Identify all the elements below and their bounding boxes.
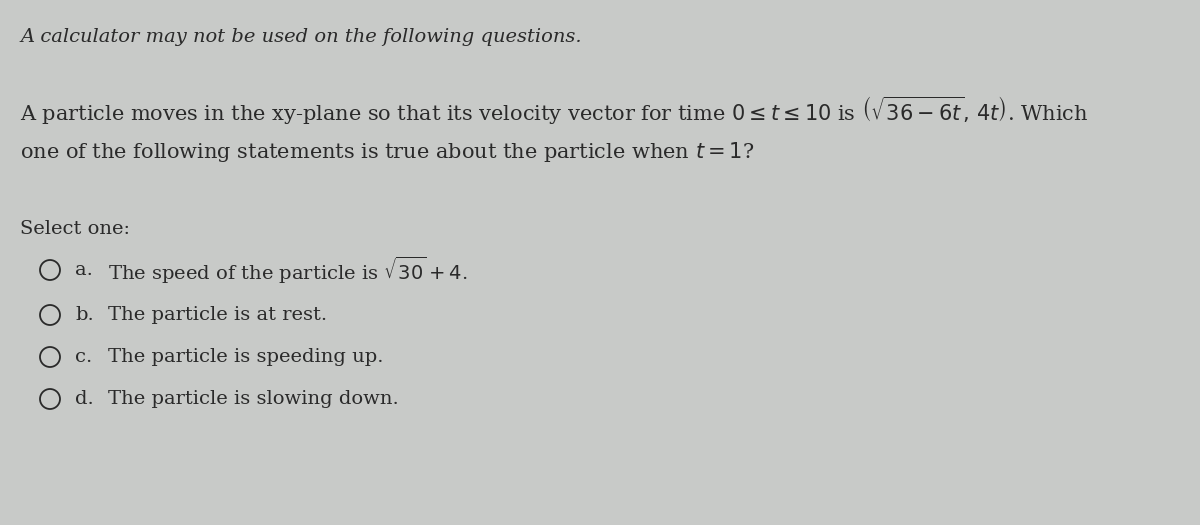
Text: one of the following statements is true about the particle when $t = 1$?: one of the following statements is true … [20,140,755,164]
Text: The particle is slowing down.: The particle is slowing down. [108,390,398,408]
Text: a.: a. [74,261,92,279]
Text: The speed of the particle is $\sqrt{30}+4$.: The speed of the particle is $\sqrt{30}+… [108,255,468,286]
Text: d.: d. [74,390,94,408]
Text: Select one:: Select one: [20,220,130,238]
Text: A calculator may not be used on the following questions.: A calculator may not be used on the foll… [20,28,582,46]
Text: A particle moves in the xy-plane so that its velocity vector for time $0 \leq t : A particle moves in the xy-plane so that… [20,95,1088,127]
Text: The particle is speeding up.: The particle is speeding up. [108,348,384,366]
Text: b.: b. [74,306,94,324]
Text: c.: c. [74,348,92,366]
Text: The particle is at rest.: The particle is at rest. [108,306,328,324]
